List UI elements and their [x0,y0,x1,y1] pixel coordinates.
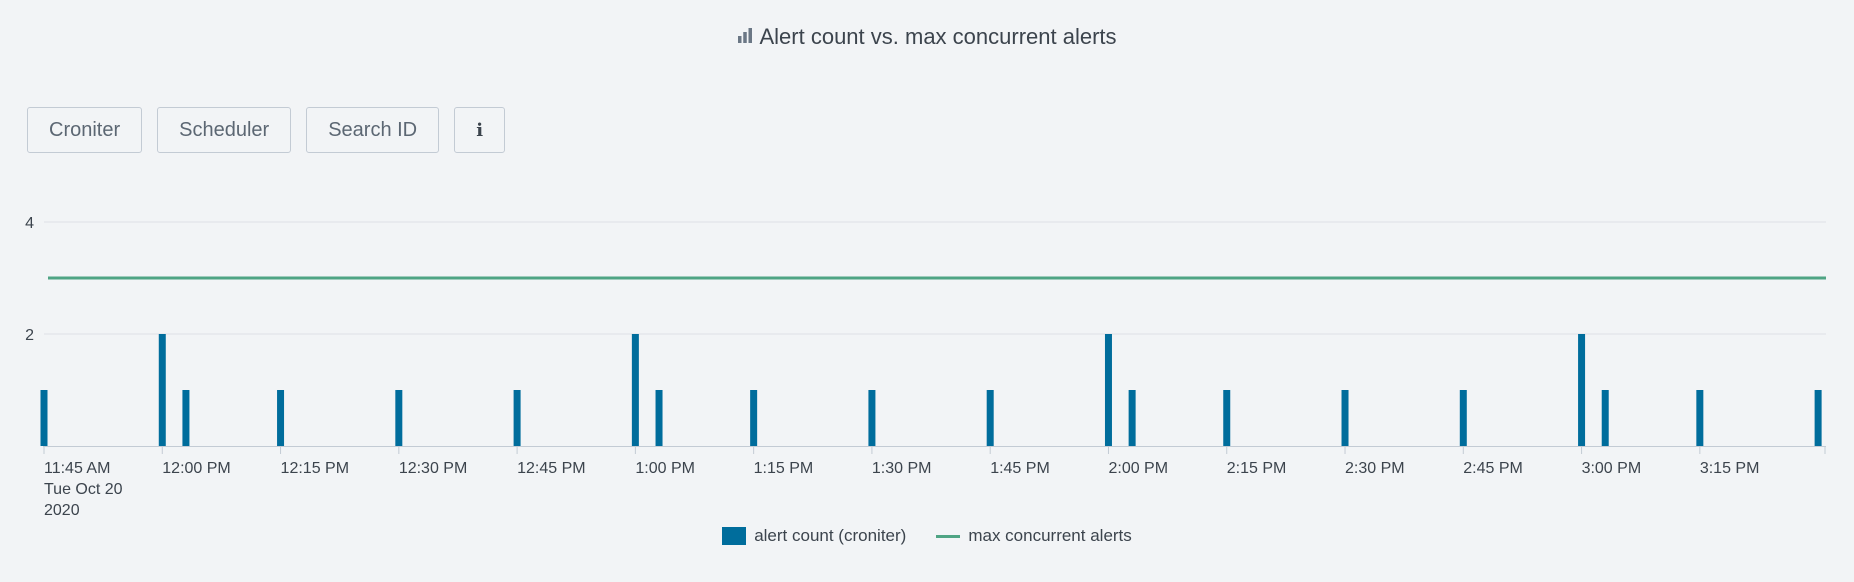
legend-label-max-concurrent: max concurrent alerts [968,526,1132,545]
bar-alert-count [1104,334,1112,446]
toolbar: Croniter Scheduler Search ID i [27,107,506,153]
bar-alert-count [1578,334,1586,446]
legend-swatch-bar [722,527,747,545]
x-tick-label: 2:45 PM [1463,460,1523,477]
x-tick-sublabel: Tue Oct 20 [44,481,123,498]
x-tick-label: 12:15 PM [281,460,349,477]
bar-alert-count [1341,390,1349,446]
bar-alert-count [750,390,758,446]
chart-legend: alert count (croniter) max concurrent al… [0,526,1854,546]
panel-title: Alert count vs. max concurrent alerts [0,22,1854,52]
info-icon: i [476,119,484,141]
bar-alert-count [40,390,48,446]
panel-title-text: Alert count vs. max concurrent alerts [759,24,1117,49]
search-id-button[interactable]: Search ID [306,107,440,153]
bar-alert-count [1459,390,1467,446]
croniter-button[interactable]: Croniter [27,107,143,153]
legend-item-alert-count[interactable]: alert count (croniter) [722,526,906,546]
bar-alert-count [1128,390,1136,446]
bar-alert-count [631,334,639,446]
x-tick-label: 12:45 PM [517,460,585,477]
x-tick-label: 12:30 PM [399,460,467,477]
y-tick-label: 2 [25,327,34,344]
x-tick-label: 1:00 PM [635,460,695,477]
x-tick-sublabel: 2020 [44,502,80,519]
bar-alert-count [158,334,166,446]
alert-chart: 2 4 11:45 AM Tue Oct 20 2020 12:00 PM 12:15 PM… [25,215,1826,519]
x-tick-label: 2:15 PM [1227,460,1287,477]
x-tick-label: 1:45 PM [990,460,1050,477]
bar-alert-count [1696,390,1704,446]
x-tick-label: 11:45 AM [44,460,110,477]
x-tick-label: 1:15 PM [754,460,814,477]
legend-swatch-line [936,534,961,538]
bar-alert-count [868,390,876,446]
scheduler-button[interactable]: Scheduler [157,107,292,153]
x-tick-label: 3:15 PM [1700,460,1760,477]
bar-alert-count [655,390,663,446]
bar-alert-count [395,390,403,446]
x-tick-label: 3:00 PM [1582,460,1642,477]
bar-alert-count [986,390,994,446]
y-tick-label: 4 [25,215,34,232]
bar-chart-icon [737,21,753,51]
x-tick-label: 1:30 PM [872,460,932,477]
bar-alert-count [1601,390,1609,446]
bar-alert-count [1814,390,1822,446]
x-tick-label: 12:00 PM [162,460,230,477]
legend-label-alert-count: alert count (croniter) [754,526,907,545]
legend-item-max-concurrent[interactable]: max concurrent alerts [936,526,1132,546]
bar-alert-count [277,390,285,446]
bar-alert-count [1223,390,1231,446]
x-tick-label: 2:30 PM [1345,460,1405,477]
bar-alert-count [182,390,190,446]
info-button[interactable]: i [454,107,506,153]
x-tick-label: 2:00 PM [1108,460,1168,477]
bar-alert-count [513,390,521,446]
